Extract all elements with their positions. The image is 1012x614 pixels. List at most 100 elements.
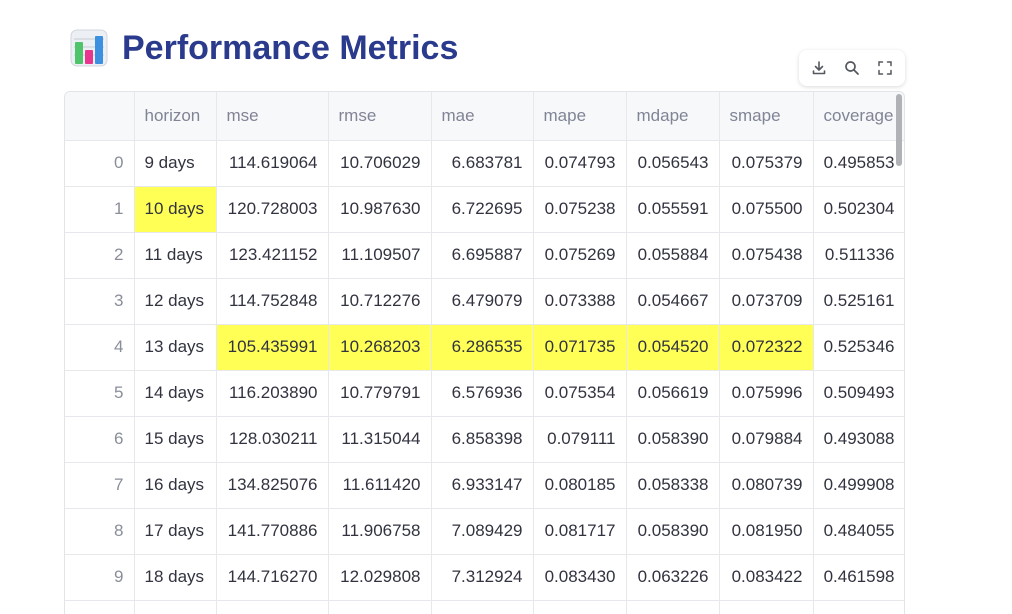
row-index-cell[interactable]: 1 [65, 186, 135, 233]
cell-smape[interactable] [719, 600, 814, 614]
row-index-cell[interactable]: 10 [65, 600, 135, 614]
cell-horizon[interactable]: 14 days [134, 370, 217, 417]
cell-mape[interactable]: 0.080185 [533, 462, 627, 509]
cell-coverage[interactable]: 0.509493 [813, 370, 904, 417]
column-header-rmse[interactable]: rmse [328, 92, 432, 141]
cell-mape[interactable] [533, 600, 627, 614]
cell-mae[interactable]: 6.722695 [431, 186, 534, 233]
cell-rmse[interactable]: 11.906758 [328, 508, 432, 555]
cell-smape[interactable]: 0.075379 [719, 140, 814, 187]
column-header-mdape[interactable]: mdape [626, 92, 720, 141]
row-index-cell[interactable]: 7 [65, 462, 135, 509]
cell-mse[interactable]: 123.421152 [216, 232, 329, 279]
cell-horizon[interactable]: 11 days [134, 232, 217, 279]
row-index-cell[interactable]: 0 [65, 140, 135, 187]
cell-rmse[interactable]: 12.029808 [328, 554, 432, 601]
cell-mape[interactable]: 0.075269 [533, 232, 627, 279]
cell-mape[interactable]: 0.073388 [533, 278, 627, 325]
cell-mse[interactable]: 105.435991 [216, 324, 329, 371]
cell-mse[interactable] [216, 600, 329, 614]
cell-smape[interactable]: 0.075500 [719, 186, 814, 233]
cell-rmse[interactable]: 10.987630 [328, 186, 432, 233]
row-index-cell[interactable]: 9 [65, 554, 135, 601]
cell-mae[interactable]: 6.933147 [431, 462, 534, 509]
cell-mae[interactable]: 6.858398 [431, 416, 534, 463]
cell-coverage[interactable]: 0.525346 [813, 324, 904, 371]
cell-mdape[interactable]: 0.055884 [626, 232, 720, 279]
vertical-scrollbar[interactable] [896, 94, 902, 166]
cell-smape[interactable]: 0.083422 [719, 554, 814, 601]
cell-mdape[interactable]: 0.056543 [626, 140, 720, 187]
cell-mae[interactable]: 6.286535 [431, 324, 534, 371]
cell-mse[interactable]: 120.728003 [216, 186, 329, 233]
cell-coverage[interactable]: 0.525161 [813, 278, 904, 325]
cell-mse[interactable]: 141.770886 [216, 508, 329, 555]
cell-mdape[interactable]: 0.054667 [626, 278, 720, 325]
row-index-cell[interactable]: 3 [65, 278, 135, 325]
cell-coverage[interactable]: 0.502304 [813, 186, 904, 233]
cell-horizon[interactable]: 17 days [134, 508, 217, 555]
cell-smape[interactable]: 0.075996 [719, 370, 814, 417]
cell-horizon[interactable]: 10 days [134, 186, 217, 233]
cell-horizon[interactable]: 19 days [134, 600, 217, 614]
cell-smape[interactable]: 0.073709 [719, 278, 814, 325]
cell-horizon[interactable]: 13 days [134, 324, 217, 371]
cell-smape[interactable]: 0.079884 [719, 416, 814, 463]
cell-coverage[interactable]: 0.484055 [813, 508, 904, 555]
row-index-cell[interactable]: 5 [65, 370, 135, 417]
cell-rmse[interactable] [328, 600, 432, 614]
row-index-cell[interactable]: 2 [65, 232, 135, 279]
cell-mse[interactable]: 128.030211 [216, 416, 329, 463]
cell-mae[interactable]: 7.312924 [431, 554, 534, 601]
cell-mdape[interactable]: 0.055591 [626, 186, 720, 233]
cell-mse[interactable]: 114.619064 [216, 140, 329, 187]
data-table[interactable]: horizon mse rmse mae mape mdape smape co… [64, 91, 905, 614]
cell-mae[interactable] [431, 600, 534, 614]
cell-coverage[interactable]: 0.493088 [813, 416, 904, 463]
cell-mse[interactable]: 134.825076 [216, 462, 329, 509]
cell-mape[interactable]: 0.075238 [533, 186, 627, 233]
row-index-cell[interactable]: 8 [65, 508, 135, 555]
cell-smape[interactable]: 0.081950 [719, 508, 814, 555]
row-index-cell[interactable]: 6 [65, 416, 135, 463]
cell-rmse[interactable]: 11.109507 [328, 232, 432, 279]
row-index-cell[interactable]: 4 [65, 324, 135, 371]
cell-mae[interactable]: 6.683781 [431, 140, 534, 187]
cell-horizon[interactable]: 9 days [134, 140, 217, 187]
cell-rmse[interactable]: 10.712276 [328, 278, 432, 325]
cell-mape[interactable]: 0.081717 [533, 508, 627, 555]
search-button[interactable] [839, 55, 865, 81]
cell-mdape[interactable]: 0.058390 [626, 508, 720, 555]
cell-horizon[interactable]: 15 days [134, 416, 217, 463]
cell-horizon[interactable]: 18 days [134, 554, 217, 601]
cell-mse[interactable]: 116.203890 [216, 370, 329, 417]
cell-coverage[interactable]: 0.461598 [813, 554, 904, 601]
cell-mse[interactable]: 114.752848 [216, 278, 329, 325]
cell-mdape[interactable]: 0.058390 [626, 416, 720, 463]
cell-rmse[interactable]: 10.706029 [328, 140, 432, 187]
cell-mdape[interactable]: 0.056619 [626, 370, 720, 417]
cell-mae[interactable]: 6.576936 [431, 370, 534, 417]
column-header-mape[interactable]: mape [533, 92, 627, 141]
column-header-horizon[interactable]: horizon [134, 92, 217, 141]
cell-mdape[interactable]: 0.054520 [626, 324, 720, 371]
cell-horizon[interactable]: 16 days [134, 462, 217, 509]
column-header-smape[interactable]: smape [719, 92, 814, 141]
cell-mdape[interactable]: 0.058338 [626, 462, 720, 509]
cell-mse[interactable]: 144.716270 [216, 554, 329, 601]
cell-rmse[interactable]: 10.268203 [328, 324, 432, 371]
cell-mae[interactable]: 6.695887 [431, 232, 534, 279]
column-header-mae[interactable]: mae [431, 92, 534, 141]
cell-mape[interactable]: 0.083430 [533, 554, 627, 601]
column-header-mse[interactable]: mse [216, 92, 329, 141]
fullscreen-button[interactable] [872, 55, 898, 81]
cell-horizon[interactable]: 12 days [134, 278, 217, 325]
cell-coverage[interactable]: 0.511336 [813, 232, 904, 279]
column-header-coverage[interactable]: coverage [813, 92, 904, 141]
cell-rmse[interactable]: 11.315044 [328, 416, 432, 463]
cell-mdape[interactable]: 0.063226 [626, 554, 720, 601]
cell-mape[interactable]: 0.074793 [533, 140, 627, 187]
cell-mae[interactable]: 6.479079 [431, 278, 534, 325]
cell-mape[interactable]: 0.079111 [533, 416, 627, 463]
download-button[interactable] [806, 55, 832, 81]
